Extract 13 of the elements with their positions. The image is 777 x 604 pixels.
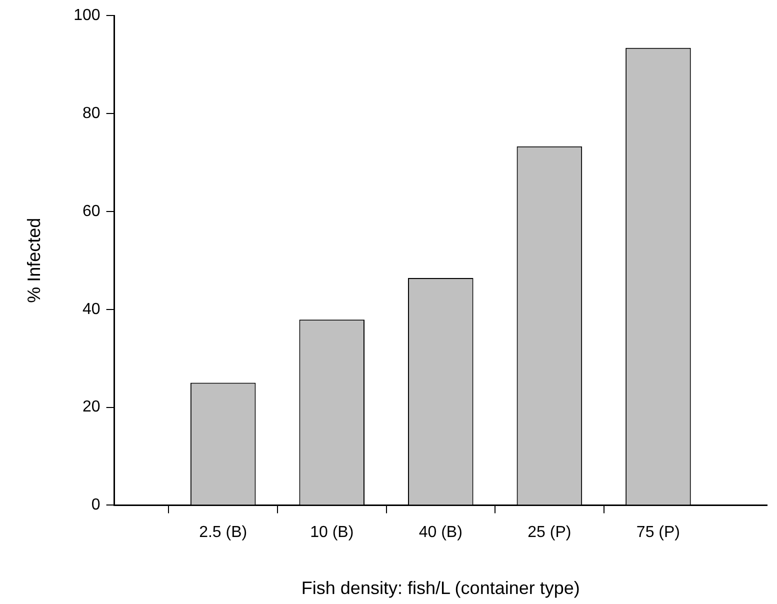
y-axis-title: % Infected [24,218,44,303]
y-tick-label: 20 [82,398,100,416]
y-tick-label: 40 [82,300,100,318]
x-tick-label: 2.5 (B) [199,524,248,542]
x-tick-label: 25 (P) [528,524,572,542]
x-tick-label: 10 (B) [310,524,354,542]
y-tick-label: 0 [91,496,100,514]
y-tick-label: 60 [82,202,100,220]
x-tick-label: 75 (P) [636,524,680,542]
x-axis-title: Fish density: fish/L (container type) [301,578,580,598]
y-tick-label: 100 [74,7,100,24]
x-tick-label: 40 (B) [418,524,462,542]
y-tick-label: 80 [82,104,100,122]
